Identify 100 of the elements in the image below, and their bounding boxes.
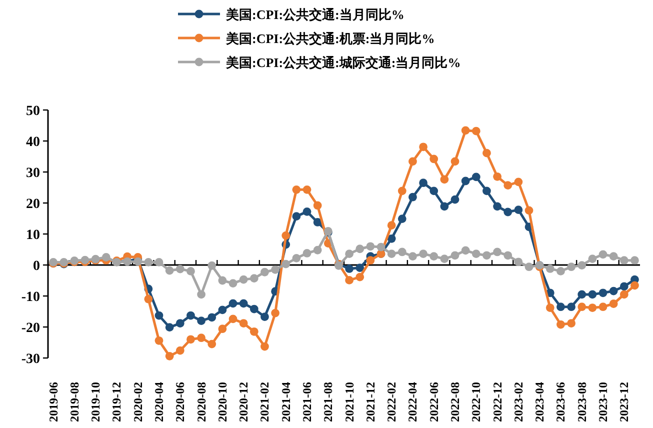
x-tick-label: 2022-04 bbox=[406, 382, 420, 422]
point bbox=[292, 212, 301, 221]
point bbox=[218, 276, 227, 285]
point bbox=[165, 266, 174, 275]
point bbox=[356, 244, 364, 254]
point bbox=[366, 242, 375, 251]
x-tick-label: 2021-04 bbox=[278, 382, 293, 422]
point bbox=[630, 281, 639, 290]
point bbox=[630, 256, 639, 265]
point bbox=[165, 352, 174, 360]
x-tick-label: 2020-08 bbox=[194, 382, 208, 422]
point bbox=[461, 176, 470, 186]
point bbox=[504, 181, 512, 190]
x-tick-label: 2020-06 bbox=[173, 382, 188, 422]
y-tick-label: -20 bbox=[21, 321, 40, 336]
y-tick-label: -10 bbox=[21, 290, 40, 305]
point bbox=[408, 157, 417, 166]
point bbox=[302, 249, 312, 258]
y-tick-label: 10 bbox=[26, 228, 40, 243]
point bbox=[419, 142, 428, 152]
point bbox=[176, 264, 184, 274]
point bbox=[578, 302, 586, 312]
x-tick-label: 2022-08 bbox=[448, 382, 462, 422]
point bbox=[514, 258, 523, 266]
point bbox=[239, 299, 248, 308]
x-tick-label: 2022-06 bbox=[426, 382, 441, 422]
point bbox=[356, 272, 364, 282]
point bbox=[440, 202, 449, 211]
point bbox=[609, 286, 618, 296]
point bbox=[250, 327, 258, 336]
point bbox=[504, 251, 512, 260]
point bbox=[282, 231, 290, 240]
point bbox=[567, 302, 576, 312]
x-tick-label: 2022-02 bbox=[384, 382, 399, 422]
point bbox=[482, 148, 491, 158]
point bbox=[313, 246, 322, 254]
point bbox=[578, 261, 586, 270]
x-tick-label: 2023-12 bbox=[617, 382, 632, 422]
point bbox=[208, 261, 216, 270]
point bbox=[398, 186, 406, 196]
y-tick-label: -30 bbox=[21, 352, 40, 367]
x-tick-label: 2019-08 bbox=[67, 382, 82, 422]
point bbox=[546, 264, 554, 273]
point bbox=[356, 264, 364, 272]
point bbox=[567, 262, 576, 272]
point bbox=[450, 157, 460, 166]
point bbox=[567, 319, 576, 328]
point bbox=[430, 186, 438, 196]
point bbox=[620, 256, 628, 265]
point bbox=[176, 319, 184, 328]
y-tick-label: 20 bbox=[26, 197, 40, 212]
y-tick-label: 40 bbox=[26, 135, 40, 150]
point bbox=[440, 254, 449, 263]
point bbox=[556, 320, 565, 329]
point bbox=[134, 257, 142, 266]
point bbox=[313, 201, 322, 210]
point bbox=[292, 254, 301, 262]
point bbox=[472, 126, 480, 136]
point bbox=[598, 288, 608, 298]
point bbox=[461, 126, 470, 135]
point bbox=[398, 248, 406, 256]
x-tick-label: 2023-02 bbox=[511, 382, 526, 422]
point bbox=[524, 206, 534, 215]
x-tick-label: 2023-08 bbox=[574, 382, 589, 422]
point bbox=[302, 207, 312, 216]
point bbox=[430, 154, 438, 164]
point bbox=[556, 302, 565, 312]
legend-label: 美国:CPI:公共交通:机票:当月同比% bbox=[225, 31, 435, 46]
point bbox=[271, 265, 280, 274]
point bbox=[197, 334, 206, 342]
point bbox=[493, 202, 502, 211]
point bbox=[578, 290, 586, 299]
x-tick-label: 2022-12 bbox=[490, 382, 504, 422]
point bbox=[430, 252, 438, 261]
point bbox=[260, 342, 269, 351]
point bbox=[208, 313, 216, 322]
y-tick-label: 50 bbox=[26, 104, 40, 119]
point bbox=[514, 178, 523, 186]
point bbox=[186, 335, 195, 344]
point bbox=[197, 290, 206, 299]
point bbox=[588, 290, 597, 299]
x-tick-label: 2019-12 bbox=[110, 382, 124, 422]
point bbox=[260, 312, 269, 321]
x-tick-label: 2019-06 bbox=[46, 382, 60, 422]
point bbox=[345, 276, 354, 284]
x-tick-label: 2021-02 bbox=[258, 382, 272, 422]
point bbox=[376, 242, 386, 252]
x-tick-label: 2021-10 bbox=[342, 382, 356, 422]
point bbox=[387, 250, 396, 258]
point bbox=[609, 252, 618, 261]
point bbox=[398, 214, 406, 224]
x-tick-label: 2023-06 bbox=[554, 382, 568, 422]
point bbox=[228, 314, 238, 324]
point bbox=[387, 234, 396, 243]
point bbox=[472, 250, 480, 258]
x-tick-label: 2021-08 bbox=[321, 382, 336, 422]
point bbox=[228, 279, 238, 288]
point bbox=[461, 246, 470, 255]
point bbox=[302, 185, 312, 194]
point bbox=[556, 267, 565, 276]
